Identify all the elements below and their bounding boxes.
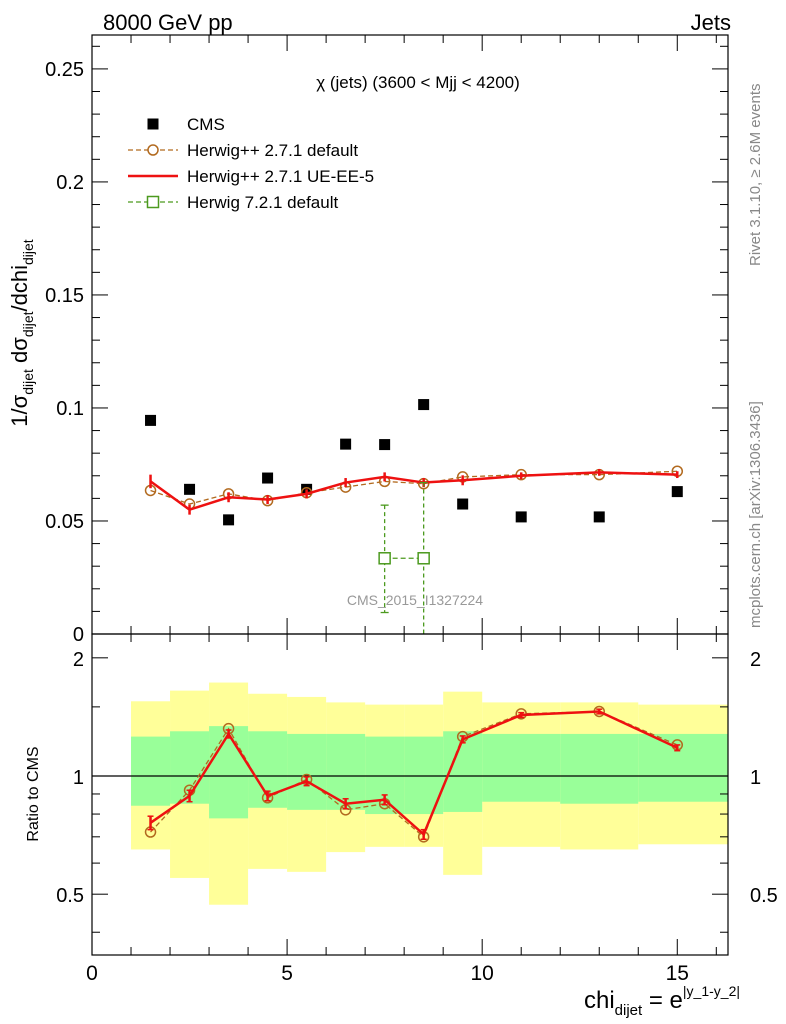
- ylabel-a: 1/σ: [7, 394, 32, 426]
- main-ytick-label: 0.15: [45, 285, 84, 307]
- ratio-xtick-label: 5: [281, 962, 293, 985]
- cms-data-point: [184, 483, 196, 495]
- main-ytick-label: 0.1: [56, 398, 84, 420]
- ylabel-b-sub: dijet: [20, 311, 36, 337]
- ratio-ytick-label: 2: [73, 649, 84, 671]
- ratio-xlabel: chidijet = e|y_1-y_2|: [584, 983, 740, 1019]
- ratio-herwig-uee5-line: [149, 710, 678, 837]
- main-ytick-label: 0.05: [45, 511, 84, 533]
- legend: CMS Herwig++ 2.7.1 default Herwig++ 2.7.1 …: [128, 115, 374, 212]
- legend-label: CMS: [187, 115, 225, 134]
- herwig7-marker: [378, 552, 391, 565]
- ratio-xtick-label: 0: [86, 962, 98, 985]
- legend-herwig7-marker: [146, 195, 160, 209]
- legend-herwig-default-marker: [147, 144, 159, 156]
- ratio-ytick-label-right: 0.5: [750, 885, 778, 907]
- analysis-watermark: CMS_2015_I1327224: [347, 592, 483, 608]
- xlabel-main: chi: [584, 987, 615, 1014]
- ratio-series: [144, 705, 684, 843]
- stat-uncertainty-band: [560, 733, 639, 804]
- ylabel-c-sub: dijet: [20, 239, 36, 265]
- cms-data-point: [262, 472, 274, 484]
- ratio-xtick-label: 10: [471, 962, 494, 985]
- main-series: [144, 399, 684, 634]
- herwig-uee5-line: [149, 471, 678, 512]
- legend-label: Herwig++ 2.7.1 UE-EE-5: [187, 167, 374, 186]
- stat-uncertainty-band: [482, 733, 561, 802]
- header-left-label: 8000 GeV pp: [103, 10, 233, 35]
- ratio-panel: 0.5 0.5 1 1 2 2 0 5 10 15 Ratio to CMS chidijet =…: [25, 633, 778, 1019]
- header-right-label: Jets: [691, 10, 731, 35]
- stat-uncertainty-band: [638, 733, 728, 802]
- cms-data-point: [145, 414, 157, 426]
- cms-data-point: [379, 439, 391, 451]
- main-axis-ticks: 0 0.05 0.1 0.15 0.2 0.25: [45, 35, 728, 646]
- main-ylabel: 1/σdijet dσdijet/dchidijet: [7, 239, 36, 427]
- ylabel-a-sub: dijet: [20, 369, 36, 395]
- main-ytick-label: 0.25: [45, 59, 84, 81]
- ratio-frame: [91, 633, 729, 956]
- legend-label: Herwig 7.2.1 default: [187, 193, 338, 212]
- ylabel-b: dσ: [7, 337, 32, 369]
- xlabel-eq: = e: [642, 987, 683, 1014]
- cms-data-point: [418, 399, 430, 411]
- ratio-xtick-label: 15: [666, 962, 689, 985]
- chart-title: χ (jets) (3600 < Mjj < 4200): [316, 73, 520, 92]
- legend-cms-marker: [147, 118, 159, 130]
- cms-data-point: [340, 438, 352, 450]
- ratio-bands: [92, 682, 728, 905]
- mcplots-label: mcplots.cern.ch [arXiv:1306.3436]: [747, 401, 764, 628]
- stat-uncertainty-band: [209, 726, 249, 819]
- herwig7-marker: [417, 552, 430, 565]
- legend-label: Herwig++ 2.7.1 default: [187, 141, 358, 160]
- ratio-ylabel: Ratio to CMS: [25, 746, 42, 841]
- stat-uncertainty-band: [287, 733, 327, 810]
- xlabel-sup: |y_1-y_2|: [683, 983, 740, 999]
- main-panel: 0 0.05 0.1 0.15 0.2 0.25 χ (jets) (3600 < Mjj…: [7, 34, 729, 646]
- cms-data-point: [671, 486, 683, 498]
- ylabel-c: /dchi: [7, 265, 32, 311]
- main-ytick-label: 0.2: [56, 172, 84, 194]
- xlabel-sub: dijet: [615, 1002, 643, 1019]
- stat-uncertainty-band: [131, 736, 171, 806]
- herwig-default-line: [150, 470, 678, 505]
- cms-data-point: [515, 511, 527, 523]
- main-ytick-label: 0: [73, 624, 84, 646]
- cms-data-point: [457, 498, 469, 510]
- ratio-ytick-label-right: 2: [750, 649, 761, 671]
- cms-data-point: [593, 511, 605, 523]
- rivet-version-label: Rivet 3.1.10, ≥ 2.6M events: [747, 84, 764, 267]
- ratio-ytick-label-right: 1: [750, 767, 761, 789]
- ratio-ytick-label: 0.5: [56, 885, 84, 907]
- ratio-ytick-label: 1: [73, 767, 84, 789]
- cms-data-point: [223, 514, 235, 526]
